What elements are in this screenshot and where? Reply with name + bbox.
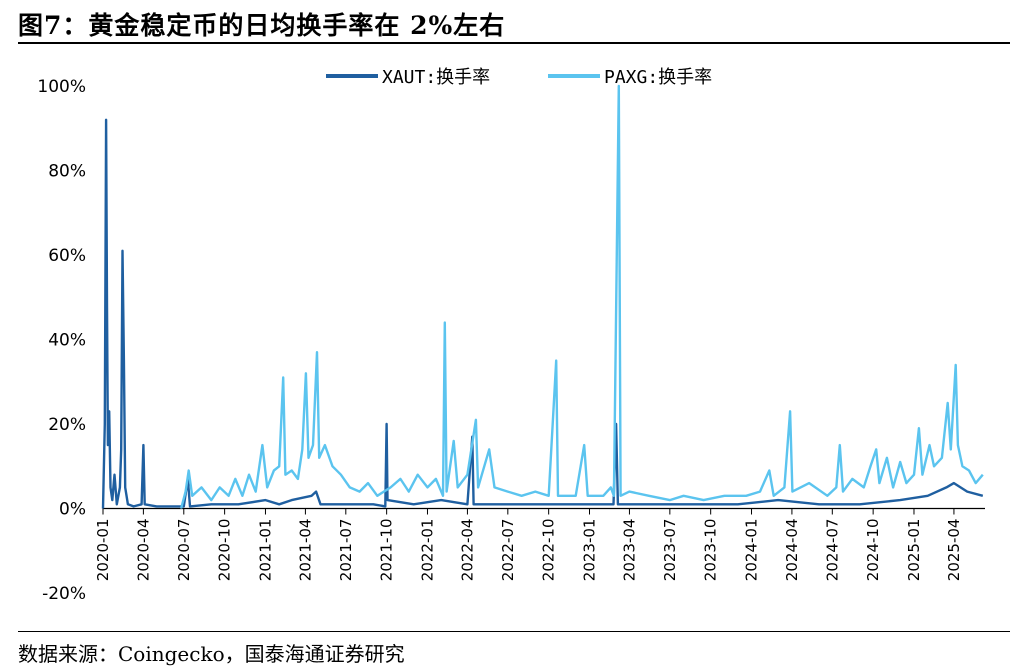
x-tick-label: 2024-01 xyxy=(743,519,761,582)
x-tick-label: 2020-04 xyxy=(134,519,152,582)
figure-title: 图7：黄金稳定币的日均换手率在 2%左右 xyxy=(18,11,506,40)
source-rule xyxy=(18,631,1010,632)
x-tick-label: 2021-10 xyxy=(378,519,396,582)
x-tick-label: 2023-10 xyxy=(702,519,720,582)
series-layer xyxy=(101,84,984,509)
line-chart: -20%0%20%40%60%80%100% 2020-01 2020-04 202… xyxy=(37,67,985,604)
y-tick-label: 20% xyxy=(48,415,86,435)
x-tick-label: 2024-07 xyxy=(823,519,841,582)
x-tick-label: 2025-04 xyxy=(945,519,963,582)
x-tick-label: 2024-04 xyxy=(783,519,801,582)
x-tick-label: 2020-07 xyxy=(175,519,193,582)
x-tick-label: 2021-07 xyxy=(337,519,355,582)
x-tick-label: 2020-10 xyxy=(216,519,234,582)
series-line-xaut xyxy=(101,118,984,509)
y-tick-label: 0% xyxy=(59,500,86,520)
x-tick-label: 2021-01 xyxy=(256,519,274,582)
y-tick-label: 100% xyxy=(37,77,86,97)
x-tick-label: 2021-04 xyxy=(296,519,314,582)
y-axis: -20% 0% 20% 40% 60% 80% 100% xyxy=(37,77,86,604)
x-tick-label: 2020-01 xyxy=(94,519,112,582)
y-tick-label: -20% xyxy=(42,584,86,604)
x-tick-label: 2022-01 xyxy=(418,519,436,582)
title-rule xyxy=(18,42,1010,44)
series-line-paxg xyxy=(179,84,984,509)
x-tick-label: 2025-01 xyxy=(905,519,923,582)
x-tick-label: 2023-07 xyxy=(661,519,679,582)
legend: XAUT:换手率 PAXG:换手率 xyxy=(326,67,712,88)
legend-label: PAXG:换手率 xyxy=(604,67,712,88)
x-tick-label: 2022-04 xyxy=(458,519,476,582)
y-tick-label: 80% xyxy=(48,162,86,182)
y-tick-label: 60% xyxy=(48,246,86,266)
x-tick-label: 2022-10 xyxy=(540,519,558,582)
y-tick-label: 40% xyxy=(48,331,86,351)
legend-label: XAUT:换手率 xyxy=(382,67,490,88)
x-tick-label: 2023-01 xyxy=(580,519,598,582)
x-tick-label: 2022-07 xyxy=(499,519,517,582)
x-tick-label: 2023-04 xyxy=(620,519,638,582)
x-tick-label: 2024-10 xyxy=(864,519,882,582)
x-axis: 2020-01 2020-04 2020-07 2020-10 2021-01 2021-… xyxy=(94,507,985,582)
source-note: 数据来源：Coingecko，国泰海通证券研究 xyxy=(18,642,405,666)
